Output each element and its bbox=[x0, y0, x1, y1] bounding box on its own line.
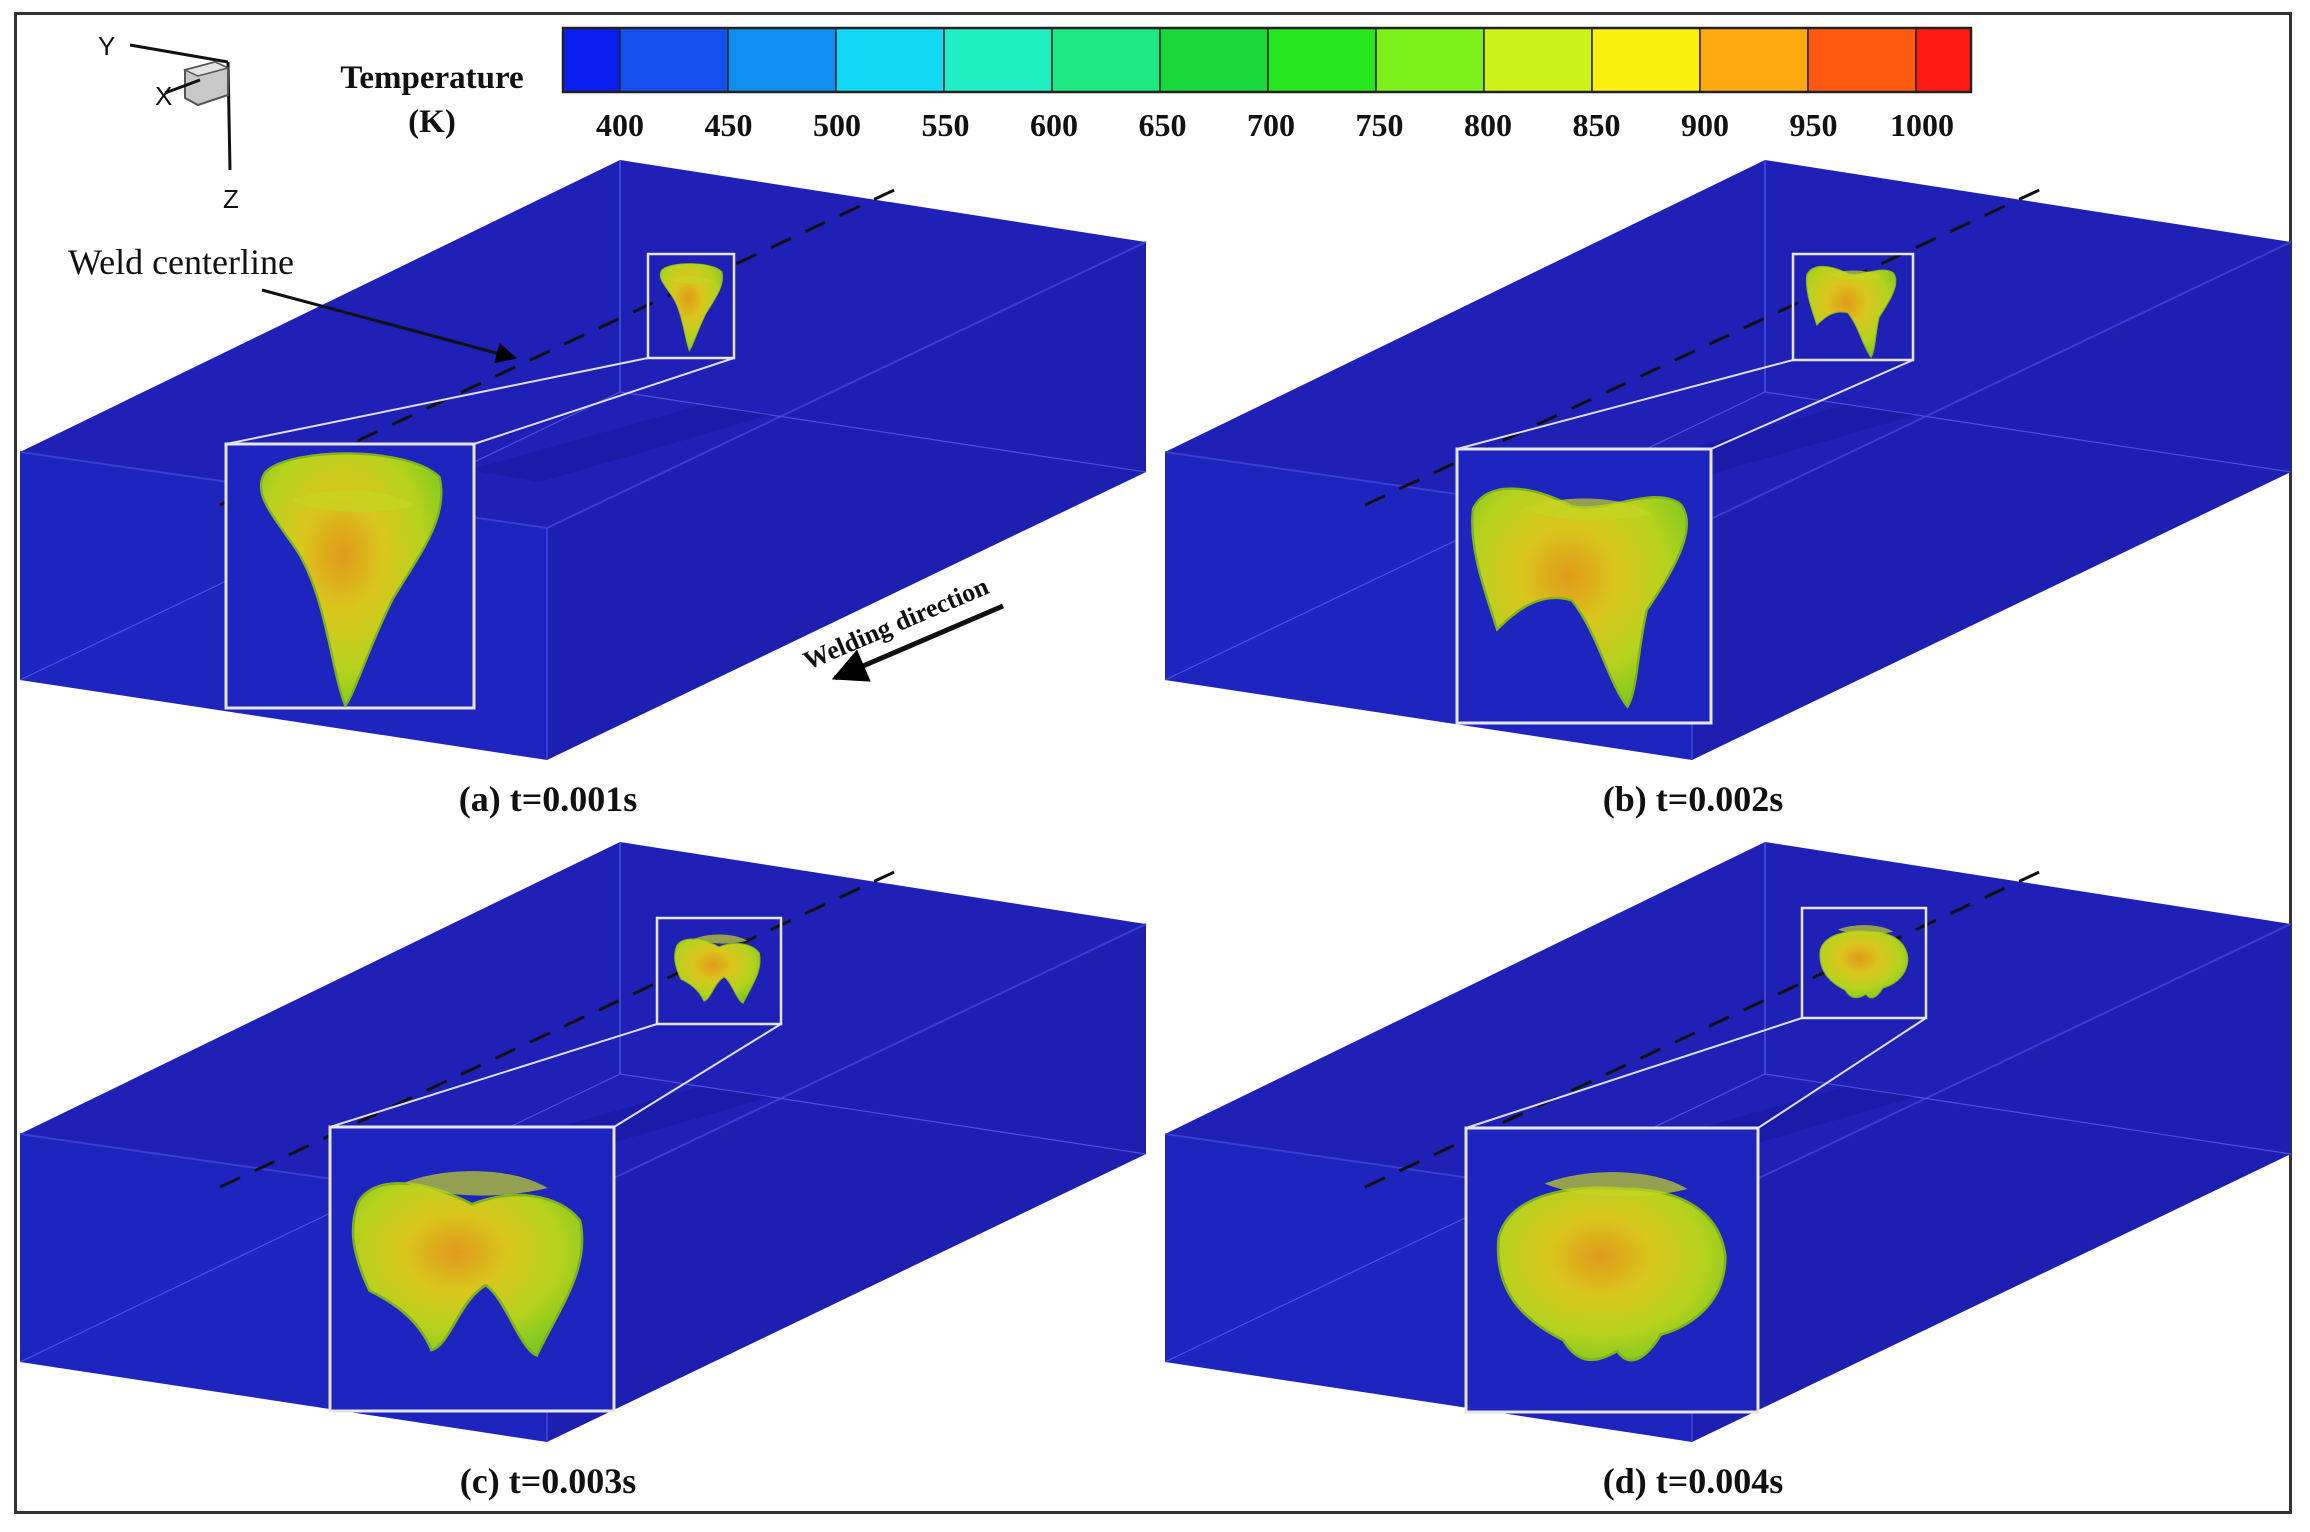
colorbar-tick-label: 950 bbox=[1790, 107, 1838, 143]
melt-pool-locator-box bbox=[1800, 906, 1928, 1020]
colorbar-cell bbox=[1051, 27, 1161, 93]
panel-b-label: (b) t=0.002s bbox=[1603, 779, 1784, 819]
colorbar-tick-label: 750 bbox=[1356, 107, 1404, 143]
plate-top-face bbox=[20, 842, 1146, 1210]
colorbar-tick-label: 600 bbox=[1030, 107, 1078, 143]
weld-centerline-label: Weld centerline bbox=[68, 242, 294, 282]
melt-pool-highlight bbox=[670, 276, 714, 284]
colorbar-tick-label: 450 bbox=[705, 107, 753, 143]
colorbar-cell bbox=[1267, 27, 1377, 93]
plate-side-face bbox=[547, 242, 1146, 760]
colorbar-ticks: 400 450 500 550 600 650 700 750 800 850 900 950 1000 bbox=[596, 107, 1954, 143]
colorbar-tick-label: 500 bbox=[813, 107, 861, 143]
melt-pool-locator-box bbox=[1791, 252, 1915, 362]
colorbar-cell bbox=[1807, 27, 1917, 93]
weld-centerline-annotation: Weld centerline bbox=[68, 242, 518, 364]
panel-a-label: (a) t=0.001s bbox=[459, 779, 638, 819]
plate-panel bbox=[19, 842, 1147, 1442]
panels bbox=[19, 160, 2292, 1442]
melt-pool-highlight bbox=[1544, 1172, 1688, 1197]
colorbar-cell bbox=[1375, 27, 1485, 93]
colorbar-tick-label: 400 bbox=[596, 107, 644, 143]
plate-side-face bbox=[547, 924, 1146, 1442]
melt-pool-locator-box bbox=[655, 916, 783, 1026]
colorbar-cell bbox=[1699, 27, 1809, 93]
melt-pool-shape bbox=[259, 452, 443, 708]
colorbar-cell bbox=[1591, 27, 1701, 93]
colorbar-cell bbox=[835, 27, 945, 93]
plate-top-face bbox=[20, 160, 1146, 528]
colorbar-cell bbox=[1483, 27, 1593, 93]
melt-pool-locator-box bbox=[646, 252, 736, 360]
plate-top-face bbox=[1165, 160, 2291, 528]
plate-panel bbox=[19, 160, 1147, 760]
colorbar-cell bbox=[1915, 27, 1972, 93]
colorbar-tick-label: 800 bbox=[1464, 107, 1512, 143]
plate-side-face bbox=[1692, 924, 2291, 1442]
axis-triad: Y X Z bbox=[98, 31, 239, 214]
colorbar-tick-label: 650 bbox=[1139, 107, 1187, 143]
panel-d-label: (d) t=0.004s bbox=[1603, 1461, 1784, 1501]
legend-title: Temperature bbox=[340, 60, 523, 96]
colorbar-tick-label: 900 bbox=[1681, 107, 1729, 143]
colorbar-cell bbox=[943, 27, 1053, 93]
melt-pool-highlight bbox=[291, 490, 416, 512]
panel-c-label: (c) t=0.003s bbox=[460, 1461, 636, 1501]
melt-pool-shape bbox=[659, 263, 724, 352]
plate-panel bbox=[1164, 842, 2292, 1442]
colorbar-tick-label: 850 bbox=[1573, 107, 1621, 143]
melt-pool-highlight bbox=[1827, 270, 1882, 280]
plate-top-face bbox=[1165, 842, 2291, 1210]
colorbar-cell bbox=[727, 27, 837, 93]
colorbar-cell bbox=[562, 27, 621, 93]
plate-side-face bbox=[1692, 242, 2291, 760]
colorbar-tick-label: 1000 bbox=[1890, 107, 1954, 143]
axis-label-z: Z bbox=[223, 184, 239, 214]
colorbar-cell bbox=[619, 27, 729, 93]
melt-pool-highlight bbox=[1837, 925, 1894, 935]
melt-pool-highlight bbox=[693, 934, 748, 944]
colorbar-cell bbox=[1159, 27, 1269, 93]
colorbar-legend: Temperature (K) 400 450 500 550 600 650 700 750… bbox=[340, 26, 1973, 143]
melt-pool-highlight bbox=[404, 1171, 548, 1196]
colorbar-tick-label: 700 bbox=[1247, 107, 1295, 143]
axis-label-x: X bbox=[155, 81, 172, 111]
colorbar-cells bbox=[561, 26, 1973, 94]
axis-label-y: Y bbox=[98, 31, 115, 61]
figure-frame bbox=[14, 12, 2292, 1514]
melt-pool-shape bbox=[351, 1182, 584, 1357]
melt-pool-highlight bbox=[1523, 498, 1652, 521]
colorbar-tick-label: 550 bbox=[922, 107, 970, 143]
plate-panel bbox=[1164, 160, 2292, 760]
melt-pool-shape bbox=[674, 938, 761, 1004]
legend-unit: (K) bbox=[408, 104, 456, 140]
